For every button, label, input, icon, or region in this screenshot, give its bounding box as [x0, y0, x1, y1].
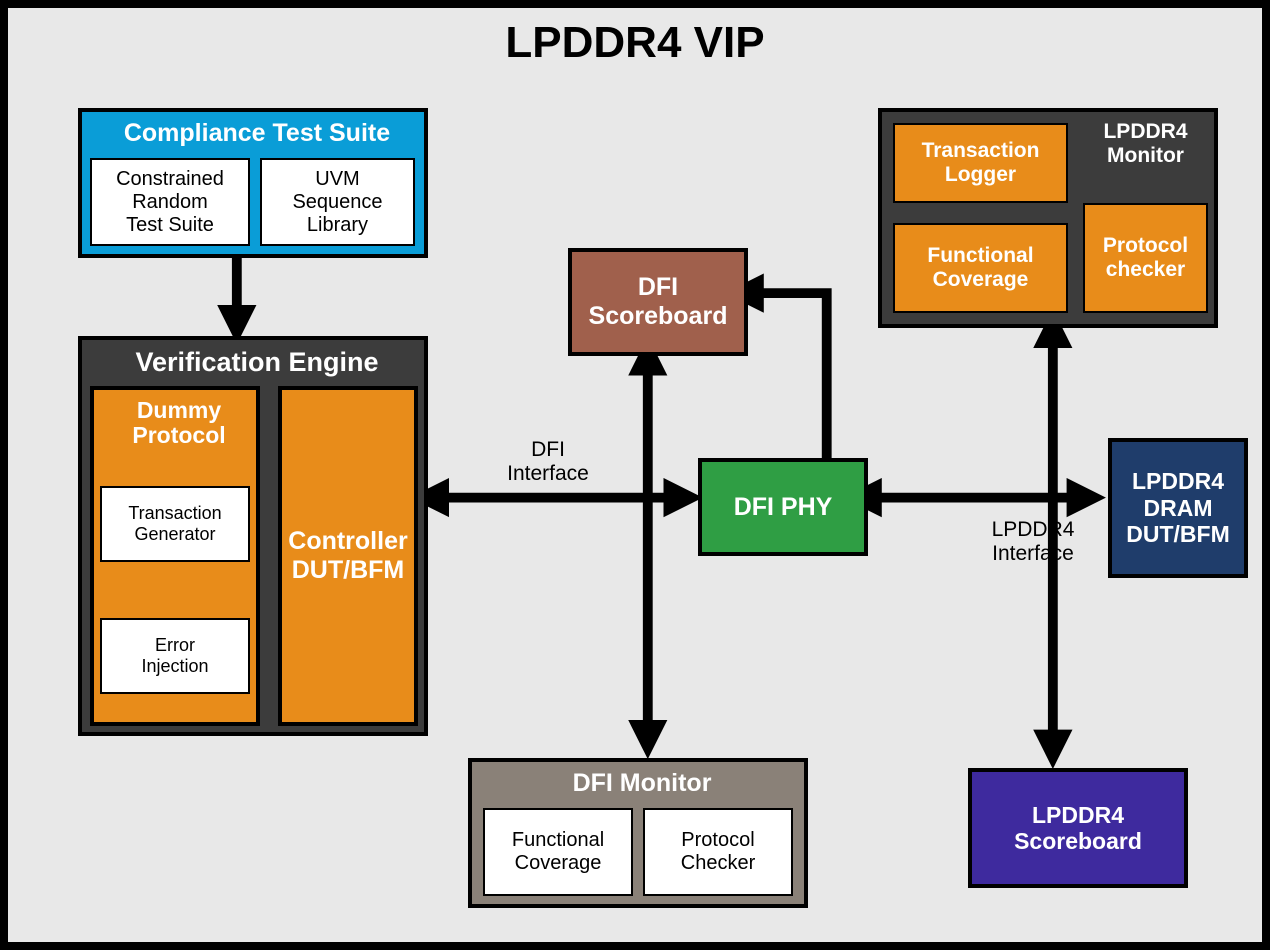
- lp-func-cov: Functional Coverage: [893, 223, 1068, 313]
- dfi-func-cov: Functional Coverage: [483, 808, 633, 896]
- constrained-random: Constrained Random Test Suite: [90, 158, 250, 246]
- compliance-test-suite-title: Compliance Test Suite: [82, 112, 432, 152]
- dummy-protocol-title: Dummy Protocol: [94, 390, 264, 453]
- dfi-monitor-title: DFI Monitor: [472, 762, 812, 802]
- diagram-title: LPDDR4 VIP: [8, 18, 1262, 68]
- dfi-interface-label: DFI Interface: [493, 438, 603, 486]
- txn-generator: Transaction Generator: [100, 486, 250, 562]
- error-injection: Error Injection: [100, 618, 250, 694]
- verification-engine-title: Verification Engine: [82, 340, 432, 382]
- dfi-scoreboard: DFI Scoreboard: [568, 248, 748, 356]
- controller-dut-bfm: Controller DUT/BFM: [278, 386, 418, 726]
- lpddr4-scoreboard: LPDDR4 Scoreboard: [968, 768, 1188, 888]
- txn-logger: Transaction Logger: [893, 123, 1068, 203]
- dfi-proto-chk: Protocol Checker: [643, 808, 793, 896]
- lp-proto-chk: Protocol checker: [1083, 203, 1208, 313]
- lpddr4-interface-label: LPDDR4 Interface: [973, 518, 1093, 566]
- uvm-seq-lib: UVM Sequence Library: [260, 158, 415, 246]
- lpddr4-monitor-title: LPDDR4 Monitor: [1083, 120, 1208, 168]
- dfi-phy: DFI PHY: [698, 458, 868, 556]
- lpddr4-dram: LPDDR4 DRAM DUT/BFM: [1108, 438, 1248, 578]
